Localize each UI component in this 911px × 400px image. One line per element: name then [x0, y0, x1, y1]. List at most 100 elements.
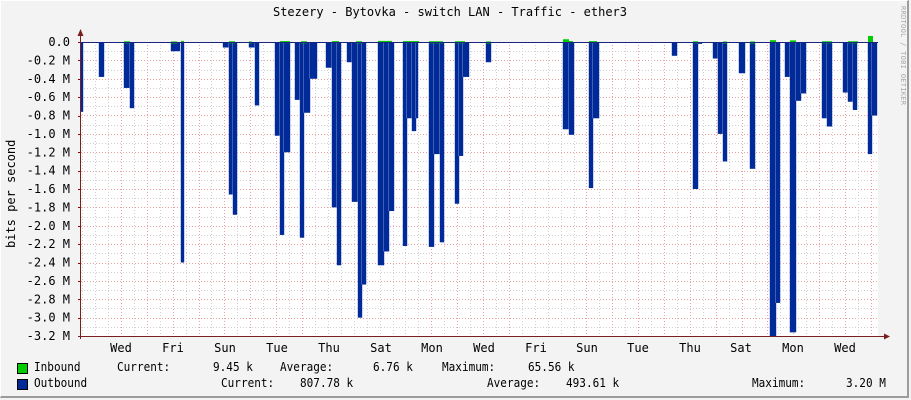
- x-tick-label: Sun: [214, 341, 236, 355]
- x-tick-label: Tue: [266, 341, 288, 355]
- outbound-average-value: 493.61 k: [566, 376, 620, 390]
- legend-inbound: Inbound Current: 9.45 k Average: 6.76 k …: [0, 360, 911, 376]
- y-tick-label: 0.0: [48, 35, 70, 49]
- outbound-bar: [403, 42, 407, 246]
- inbound-bar: [378, 40, 392, 43]
- y-axis-arrow-icon: [77, 29, 84, 36]
- outbound-bar: [124, 42, 130, 88]
- outbound-bar: [790, 42, 796, 333]
- y-tick-label: -1.8 M: [27, 200, 70, 214]
- outbound-bar: [459, 42, 463, 156]
- outbound-bar: [407, 42, 412, 119]
- outbound-bar: [776, 42, 780, 303]
- inbound-current-value: 9.45 k: [213, 360, 253, 374]
- outbound-bar: [229, 42, 233, 195]
- outbound-bar: [362, 42, 366, 285]
- outbound-maximum-value: 3.20 M: [846, 376, 886, 390]
- inbound-average-value: 6.76 k: [373, 360, 413, 374]
- outbound-bar: [563, 42, 569, 130]
- outbound-bar: [300, 42, 304, 238]
- outbound-bar: [796, 42, 801, 101]
- outbound-bar: [434, 42, 440, 155]
- x-tick-label: Sat: [370, 341, 392, 355]
- grid-lines: [81, 42, 878, 337]
- outbound-bar: [713, 42, 718, 59]
- outbound-bar: [739, 42, 745, 74]
- outbound-bar: [827, 42, 832, 127]
- legend-outbound: Outbound Current: 807.78 k Average: 493.…: [0, 376, 911, 392]
- outbound-bar: [389, 42, 394, 212]
- inbound-maximum-value: 65.56 k: [528, 360, 575, 374]
- axes: [77, 29, 890, 340]
- outbound-bar: [801, 42, 806, 94]
- outbound-bar: [486, 42, 491, 63]
- outbound-bar: [718, 42, 723, 134]
- y-tick-label: -0.4 M: [27, 72, 70, 86]
- x-tick-label: Wed: [110, 341, 132, 355]
- outbound-bar: [326, 42, 332, 68]
- outbound-bar: [593, 42, 599, 119]
- inbound-swatch: [17, 363, 28, 374]
- inbound-bar: [563, 39, 569, 42]
- outbound-bar: [872, 42, 877, 116]
- y-tick-label: -2.4 M: [27, 256, 70, 270]
- outbound-bar: [822, 42, 827, 119]
- chart-title: Stezery - Bytovka - switch LAN - Traffic…: [272, 5, 627, 19]
- inbound-label: Inbound: [34, 360, 81, 374]
- x-axis-arrow-icon: [884, 333, 890, 340]
- outbound-label: Outbound: [34, 376, 88, 390]
- outbound-bar: [455, 42, 459, 204]
- outbound-swatch: [17, 379, 28, 390]
- x-tick-label: Mon: [782, 341, 804, 355]
- outbound-bar: [412, 42, 416, 132]
- x-tick-label: Wed: [834, 341, 856, 355]
- outbound-maximum-label: Maximum:: [752, 376, 806, 390]
- outbound-bar: [785, 42, 790, 77]
- inbound-maximum-label: Maximum:: [442, 360, 496, 374]
- y-tick-label: -2.2 M: [27, 237, 70, 251]
- outbound-bar: [378, 42, 384, 266]
- y-tick-label: -1.0 M: [27, 127, 70, 141]
- outbound-bar: [295, 42, 300, 100]
- outbound-bar: [337, 42, 341, 266]
- rrdtool-watermark: RRDTOOL / TOBI OETIKER: [899, 6, 907, 106]
- legend: Inbound Current: 9.45 k Average: 6.76 k …: [0, 360, 911, 396]
- inbound-bar: [868, 35, 873, 42]
- outbound-bar: [416, 42, 418, 119]
- y-tick-label: -2.6 M: [27, 274, 70, 288]
- inbound-bar: [790, 40, 796, 43]
- outbound-bar: [304, 42, 310, 113]
- x-tick-label: Fri: [162, 341, 184, 355]
- outbound-current-label: Current:: [221, 376, 275, 390]
- outbound-bar: [429, 42, 434, 247]
- y-tick-label: -0.8 M: [27, 109, 70, 123]
- outbound-bar: [99, 42, 104, 77]
- inbound-current-label: Current:: [117, 360, 171, 374]
- outbound-bar: [463, 42, 469, 77]
- outbound-bar: [440, 42, 444, 243]
- outbound-bar: [750, 42, 755, 169]
- inbound-bar: [181, 40, 184, 43]
- outbound-bar: [589, 42, 593, 189]
- y-tick-label: -1.6 M: [27, 182, 70, 196]
- y-tick-label: -2.0 M: [27, 219, 70, 233]
- outbound-bar: [848, 42, 853, 102]
- outbound-bar: [332, 42, 337, 208]
- outbound-bar: [280, 42, 284, 235]
- outbound-bar: [358, 42, 362, 318]
- outbound-bar: [569, 42, 574, 135]
- outbound-series: [80, 42, 878, 336]
- outbound-current-value: 807.78 k: [300, 376, 354, 390]
- outbound-bar: [223, 42, 229, 48]
- outbound-bar: [384, 42, 389, 252]
- y-tick-label: -0.2 M: [27, 53, 70, 67]
- outbound-bar: [81, 42, 83, 112]
- x-tick-label: Sun: [576, 341, 598, 355]
- x-tick-label: Sat: [730, 341, 752, 355]
- outbound-bar: [853, 42, 857, 110]
- outbound-bar: [347, 42, 352, 63]
- outbound-bar: [171, 42, 180, 52]
- y-tick-label: -0.6 M: [27, 90, 70, 104]
